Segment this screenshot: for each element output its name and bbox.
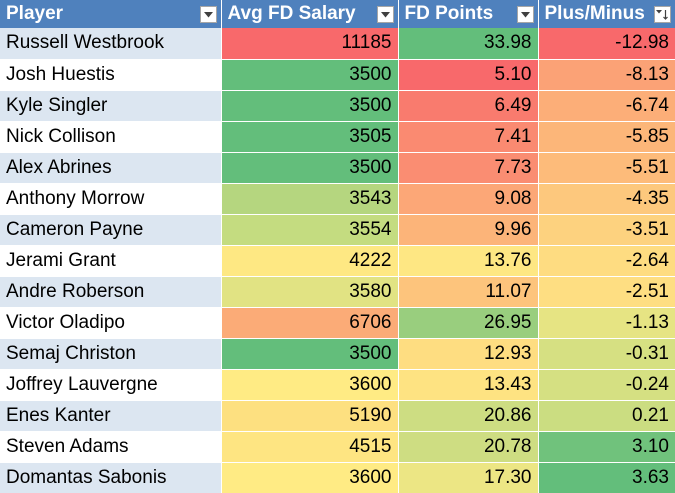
table-row[interactable]: Joffrey Lauvergne 3600 13.43 -0.24 xyxy=(0,369,675,401)
cell-plus-minus[interactable]: -2.64 xyxy=(538,245,675,277)
table-row[interactable]: Anthony Morrow 3543 9.08 -4.35 xyxy=(0,183,675,215)
cell-avg-fd-salary[interactable]: 3505 xyxy=(221,121,399,153)
cell-plus-minus[interactable]: -3.51 xyxy=(538,214,675,246)
cell-player[interactable]: Kyle Singler xyxy=(0,90,222,122)
cell-fd-points[interactable]: 7.73 xyxy=(398,152,539,184)
cell-player[interactable]: Joffrey Lauvergne xyxy=(0,369,222,401)
cell-avg-fd-salary[interactable]: 4515 xyxy=(221,431,399,463)
cell-player[interactable]: Russell Westbrook xyxy=(0,28,222,60)
column-header-fd-points[interactable]: FD Points xyxy=(398,0,539,28)
cell-player[interactable]: Anthony Morrow xyxy=(0,183,222,215)
cell-player[interactable]: Jerami Grant xyxy=(0,245,222,277)
cell-player[interactable]: Domantas Sabonis xyxy=(0,462,222,493)
cell-plus-minus[interactable]: -5.51 xyxy=(538,152,675,184)
cell-plus-minus[interactable]: -1.13 xyxy=(538,307,675,339)
cell-avg-fd-salary[interactable]: 11185 xyxy=(221,28,399,60)
cell-player[interactable]: Cameron Payne xyxy=(0,214,222,246)
cell-avg-fd-salary[interactable]: 3580 xyxy=(221,276,399,308)
cell-player[interactable]: Nick Collison xyxy=(0,121,222,153)
cell-avg-fd-salary[interactable]: 3500 xyxy=(221,338,399,370)
table-row[interactable]: Josh Huestis 3500 5.10 -8.13 xyxy=(0,59,675,91)
cell-fd-points[interactable]: 6.49 xyxy=(398,90,539,122)
cell-avg-fd-salary[interactable]: 3500 xyxy=(221,90,399,122)
table-body: Russell Westbrook 11185 33.98 -12.98 Josh Hu… xyxy=(0,28,675,493)
cell-fd-points[interactable]: 20.86 xyxy=(398,400,539,432)
cell-plus-minus[interactable]: -6.74 xyxy=(538,90,675,122)
column-header-label: FD Points xyxy=(404,3,494,24)
cell-avg-fd-salary[interactable]: 5190 xyxy=(221,400,399,432)
cell-plus-minus[interactable]: 0.21 xyxy=(538,400,675,432)
cell-avg-fd-salary[interactable]: 4222 xyxy=(221,245,399,277)
cell-plus-minus[interactable]: -5.85 xyxy=(538,121,675,153)
dropdown-arrow-icon[interactable] xyxy=(376,6,394,23)
cell-avg-fd-salary[interactable]: 6706 xyxy=(221,307,399,339)
cell-avg-fd-salary[interactable]: 3554 xyxy=(221,214,399,246)
column-header-player[interactable]: Player xyxy=(0,0,222,28)
cell-plus-minus[interactable]: 3.10 xyxy=(538,431,675,463)
cell-fd-points[interactable]: 9.96 xyxy=(398,214,539,246)
cell-plus-minus[interactable]: 3.63 xyxy=(538,462,675,493)
column-header-avg-fd-salary[interactable]: Avg FD Salary xyxy=(221,0,399,28)
table-row[interactable]: Victor Oladipo 6706 26.95 -1.13 xyxy=(0,307,675,339)
cell-avg-fd-salary[interactable]: 3600 xyxy=(221,462,399,493)
cell-fd-points[interactable]: 11.07 xyxy=(398,276,539,308)
cell-fd-points[interactable]: 13.76 xyxy=(398,245,539,277)
table-row[interactable]: Enes Kanter 5190 20.86 0.21 xyxy=(0,400,675,432)
sort-ascending-filter-icon[interactable] xyxy=(654,6,671,23)
table-row[interactable]: Andre Roberson 3580 11.07 -2.51 xyxy=(0,276,675,308)
cell-plus-minus[interactable]: -2.51 xyxy=(538,276,675,308)
table-row[interactable]: Kyle Singler 3500 6.49 -6.74 xyxy=(0,90,675,122)
cell-plus-minus[interactable]: -12.98 xyxy=(538,28,675,60)
column-header-label: Plus/Minus xyxy=(544,3,645,24)
cell-player[interactable]: Andre Roberson xyxy=(0,276,222,308)
table-row[interactable]: Alex Abrines 3500 7.73 -5.51 xyxy=(0,152,675,184)
column-header-label: Player xyxy=(6,3,64,24)
cell-plus-minus[interactable]: -4.35 xyxy=(538,183,675,215)
header-row: Player Avg FD Salary FD Points Plus/Minu… xyxy=(0,0,675,28)
table-row[interactable]: Semaj Christon 3500 12.93 -0.31 xyxy=(0,338,675,370)
table-row[interactable]: Russell Westbrook 11185 33.98 -12.98 xyxy=(0,28,675,60)
cell-player[interactable]: Steven Adams xyxy=(0,431,222,463)
cell-plus-minus[interactable]: -0.31 xyxy=(538,338,675,370)
cell-player[interactable]: Enes Kanter xyxy=(0,400,222,432)
cell-player[interactable]: Alex Abrines xyxy=(0,152,222,184)
cell-avg-fd-salary[interactable]: 3543 xyxy=(221,183,399,215)
cell-avg-fd-salary[interactable]: 3500 xyxy=(221,59,399,91)
table-row[interactable]: Cameron Payne 3554 9.96 -3.51 xyxy=(0,214,675,246)
table-row[interactable]: Jerami Grant 4222 13.76 -2.64 xyxy=(0,245,675,277)
cell-plus-minus[interactable]: -8.13 xyxy=(538,59,675,91)
cell-fd-points[interactable]: 26.95 xyxy=(398,307,539,339)
column-header-label: Avg FD Salary xyxy=(227,3,356,24)
table-row[interactable]: Nick Collison 3505 7.41 -5.85 xyxy=(0,121,675,153)
cell-fd-points[interactable]: 5.10 xyxy=(398,59,539,91)
table-row[interactable]: Domantas Sabonis 3600 17.30 3.63 xyxy=(0,462,675,493)
cell-fd-points[interactable]: 33.98 xyxy=(398,28,539,60)
cell-avg-fd-salary[interactable]: 3500 xyxy=(221,152,399,184)
table-row[interactable]: Steven Adams 4515 20.78 3.10 xyxy=(0,431,675,463)
cell-fd-points[interactable]: 7.41 xyxy=(398,121,539,153)
cell-fd-points[interactable]: 9.08 xyxy=(398,183,539,215)
cell-player[interactable]: Josh Huestis xyxy=(0,59,222,91)
cell-fd-points[interactable]: 20.78 xyxy=(398,431,539,463)
cell-avg-fd-salary[interactable]: 3600 xyxy=(221,369,399,401)
cell-fd-points[interactable]: 12.93 xyxy=(398,338,539,370)
dropdown-arrow-icon[interactable] xyxy=(199,6,217,23)
cell-player[interactable]: Semaj Christon xyxy=(0,338,222,370)
column-header-plus-minus[interactable]: Plus/Minus xyxy=(538,0,675,28)
cell-plus-minus[interactable]: -0.24 xyxy=(538,369,675,401)
cell-player[interactable]: Victor Oladipo xyxy=(0,307,222,339)
cell-fd-points[interactable]: 13.43 xyxy=(398,369,539,401)
cell-fd-points[interactable]: 17.30 xyxy=(398,462,539,493)
dropdown-arrow-icon[interactable] xyxy=(516,6,534,23)
